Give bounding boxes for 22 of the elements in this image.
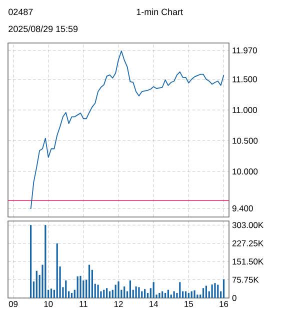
x-tick-label: 09 bbox=[8, 301, 18, 308]
x-tick-label: 12 bbox=[114, 301, 123, 307]
text: 2025/08/29 15:59 bbox=[8, 26, 78, 32]
y-tick-label: 10.500 bbox=[232, 138, 258, 144]
chart-title: 02487 bbox=[8, 8, 33, 16]
line-series bbox=[30, 50, 224, 210]
y-tick-label: 9.400 bbox=[232, 205, 253, 212]
x-tick-label: 11 bbox=[80, 301, 88, 307]
x-tick-label: 10 bbox=[44, 301, 53, 308]
x-tick-label: 15 bbox=[184, 301, 194, 307]
chart-subtitle: 1-min Chart bbox=[136, 8, 183, 16]
y-tick-label: 11.970 bbox=[232, 47, 257, 54]
x-tick-label: 14 bbox=[150, 301, 158, 307]
y-tick-label: 0 bbox=[232, 295, 236, 301]
y-tick-label: 11.500 bbox=[232, 76, 257, 82]
y-tick-label: 303.00K bbox=[232, 222, 264, 228]
y-tick-label: 10.000 bbox=[232, 168, 258, 174]
y-tick-label: 11.000 bbox=[232, 107, 257, 114]
y-tick-label: 151.50K bbox=[232, 258, 264, 265]
y-tick-label: 75.75K bbox=[232, 276, 259, 283]
y-tick-label: 227.25K bbox=[232, 240, 264, 246]
x-tick-label: 16 bbox=[220, 301, 228, 308]
